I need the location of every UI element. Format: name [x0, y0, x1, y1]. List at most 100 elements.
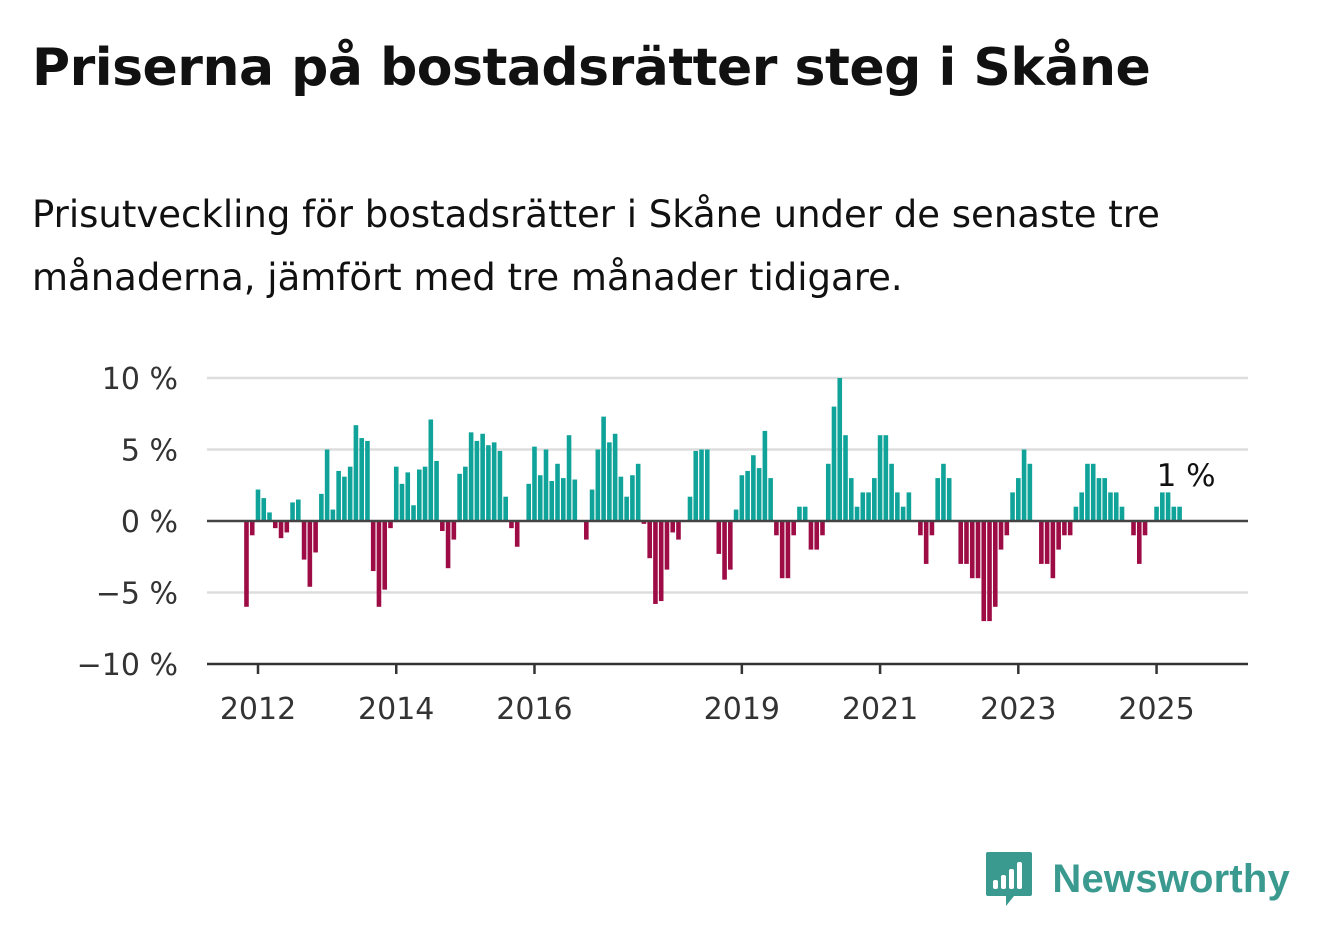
bar — [532, 446, 537, 521]
newsworthy-logo: Newsworthy — [984, 848, 1290, 910]
bar — [785, 521, 791, 579]
bar — [324, 449, 330, 521]
latest-value-annotation: 1 % — [1157, 458, 1216, 494]
bar — [1027, 463, 1033, 521]
chart-title: Priserna på bostadsrätter steg i Skåne — [32, 38, 1151, 98]
bar — [866, 492, 871, 521]
bar — [704, 449, 710, 521]
bar — [336, 470, 341, 521]
bar — [422, 466, 428, 521]
bar — [261, 498, 267, 521]
bar — [319, 493, 324, 521]
bar — [497, 450, 503, 521]
x-tick-label: 2012 — [220, 692, 296, 727]
bar — [457, 473, 462, 521]
bar — [1073, 506, 1079, 521]
bar — [860, 492, 866, 521]
bar — [774, 521, 779, 536]
bar — [451, 521, 457, 540]
bar — [676, 521, 681, 540]
bar — [301, 521, 307, 560]
bar-chart: 10 % 5 % 0 % −5 % −10 % 2012 2014 2016 2019 2021… — [77, 362, 1248, 727]
bar — [1039, 521, 1044, 564]
bar — [998, 521, 1004, 550]
bar — [382, 521, 388, 590]
bar — [981, 521, 987, 622]
bar — [618, 476, 624, 521]
bar — [653, 521, 658, 604]
bar — [486, 445, 491, 521]
bar — [1119, 506, 1125, 521]
bar — [992, 521, 998, 607]
bar — [664, 521, 670, 570]
bar-chart-icon — [986, 852, 1033, 906]
bar — [906, 492, 912, 521]
bar — [359, 438, 364, 521]
bars — [244, 378, 1182, 622]
bar — [1154, 506, 1159, 521]
bar — [1090, 463, 1096, 521]
bar — [440, 521, 445, 532]
bar — [797, 506, 802, 521]
bar — [900, 506, 906, 521]
bar — [641, 521, 647, 524]
bar — [560, 478, 566, 521]
bar — [889, 463, 894, 521]
bar — [635, 463, 641, 521]
bar — [1131, 521, 1136, 536]
bar — [969, 521, 975, 579]
bar — [278, 521, 284, 539]
bar — [837, 378, 843, 521]
x-axis-ticks: 2012 2014 2016 2019 2021 2023 2025 — [220, 664, 1195, 727]
bar — [612, 433, 618, 521]
x-tick-label: 2016 — [496, 692, 572, 727]
x-tick-label: 2025 — [1118, 692, 1194, 727]
bar — [607, 442, 612, 521]
bar — [434, 460, 439, 521]
bar — [543, 449, 549, 521]
bar — [1067, 521, 1073, 536]
bar — [854, 506, 860, 521]
bar — [1096, 478, 1102, 521]
bar — [549, 480, 555, 521]
axes — [207, 519, 1248, 666]
y-tick-label: 0 % — [121, 505, 178, 540]
bar — [1113, 492, 1119, 521]
bar — [831, 406, 837, 521]
y-tick-label: −10 % — [77, 648, 178, 683]
bar — [693, 450, 699, 521]
bar — [1004, 521, 1010, 536]
bar — [601, 416, 606, 521]
chart-subtitle: Prisutveckling för bostadsrätter i Skåne… — [32, 193, 1160, 299]
bar — [964, 521, 969, 564]
bar — [463, 466, 468, 521]
bar — [1021, 449, 1027, 521]
bar — [330, 509, 336, 521]
y-tick-label: 5 % — [121, 434, 178, 469]
bar — [555, 463, 560, 521]
bar — [566, 435, 572, 521]
bar — [1079, 492, 1084, 521]
bar — [762, 430, 768, 521]
bar — [791, 521, 796, 536]
bar — [946, 478, 952, 521]
bar — [1102, 478, 1108, 521]
bar — [929, 521, 935, 536]
bar — [658, 521, 664, 602]
bar — [249, 521, 255, 536]
bar — [296, 499, 301, 521]
bar — [716, 521, 722, 554]
x-tick-label: 2014 — [358, 692, 434, 727]
bar — [399, 483, 405, 521]
bar — [1171, 506, 1177, 521]
bar — [941, 463, 946, 521]
bar — [756, 468, 762, 521]
bar — [814, 521, 820, 550]
bar — [428, 419, 434, 521]
x-tick-label: 2021 — [842, 692, 918, 727]
bar — [1044, 521, 1050, 564]
bar — [388, 521, 393, 529]
bar — [353, 425, 359, 521]
bar — [255, 489, 261, 521]
bar — [1177, 506, 1182, 521]
